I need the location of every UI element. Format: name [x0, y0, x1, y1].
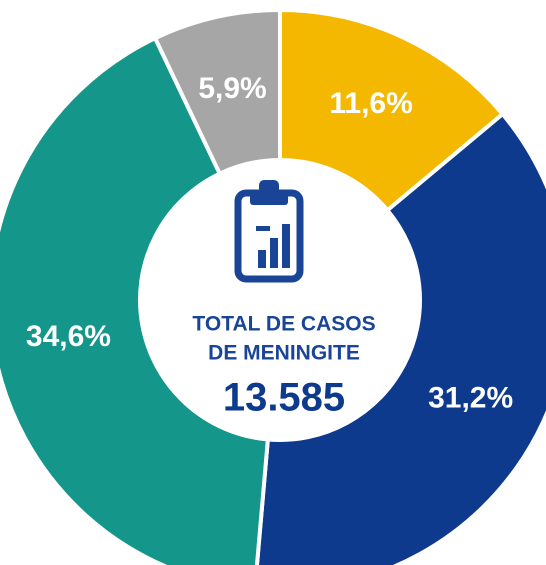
segments: [0, 7, 546, 565]
value-label: 34,6%: [26, 320, 111, 353]
center-title: TOTAL DE CASOS: [192, 313, 375, 336]
center-title: DE MENINGITE: [208, 342, 360, 365]
clipboard-icon: [234, 180, 304, 283]
value-label: 5,9%: [198, 72, 266, 105]
value-label: 31,2%: [428, 381, 513, 414]
value-label: 11,6%: [329, 87, 412, 120]
center-total: 13.585: [223, 376, 345, 420]
donut-hole: [140, 160, 420, 440]
